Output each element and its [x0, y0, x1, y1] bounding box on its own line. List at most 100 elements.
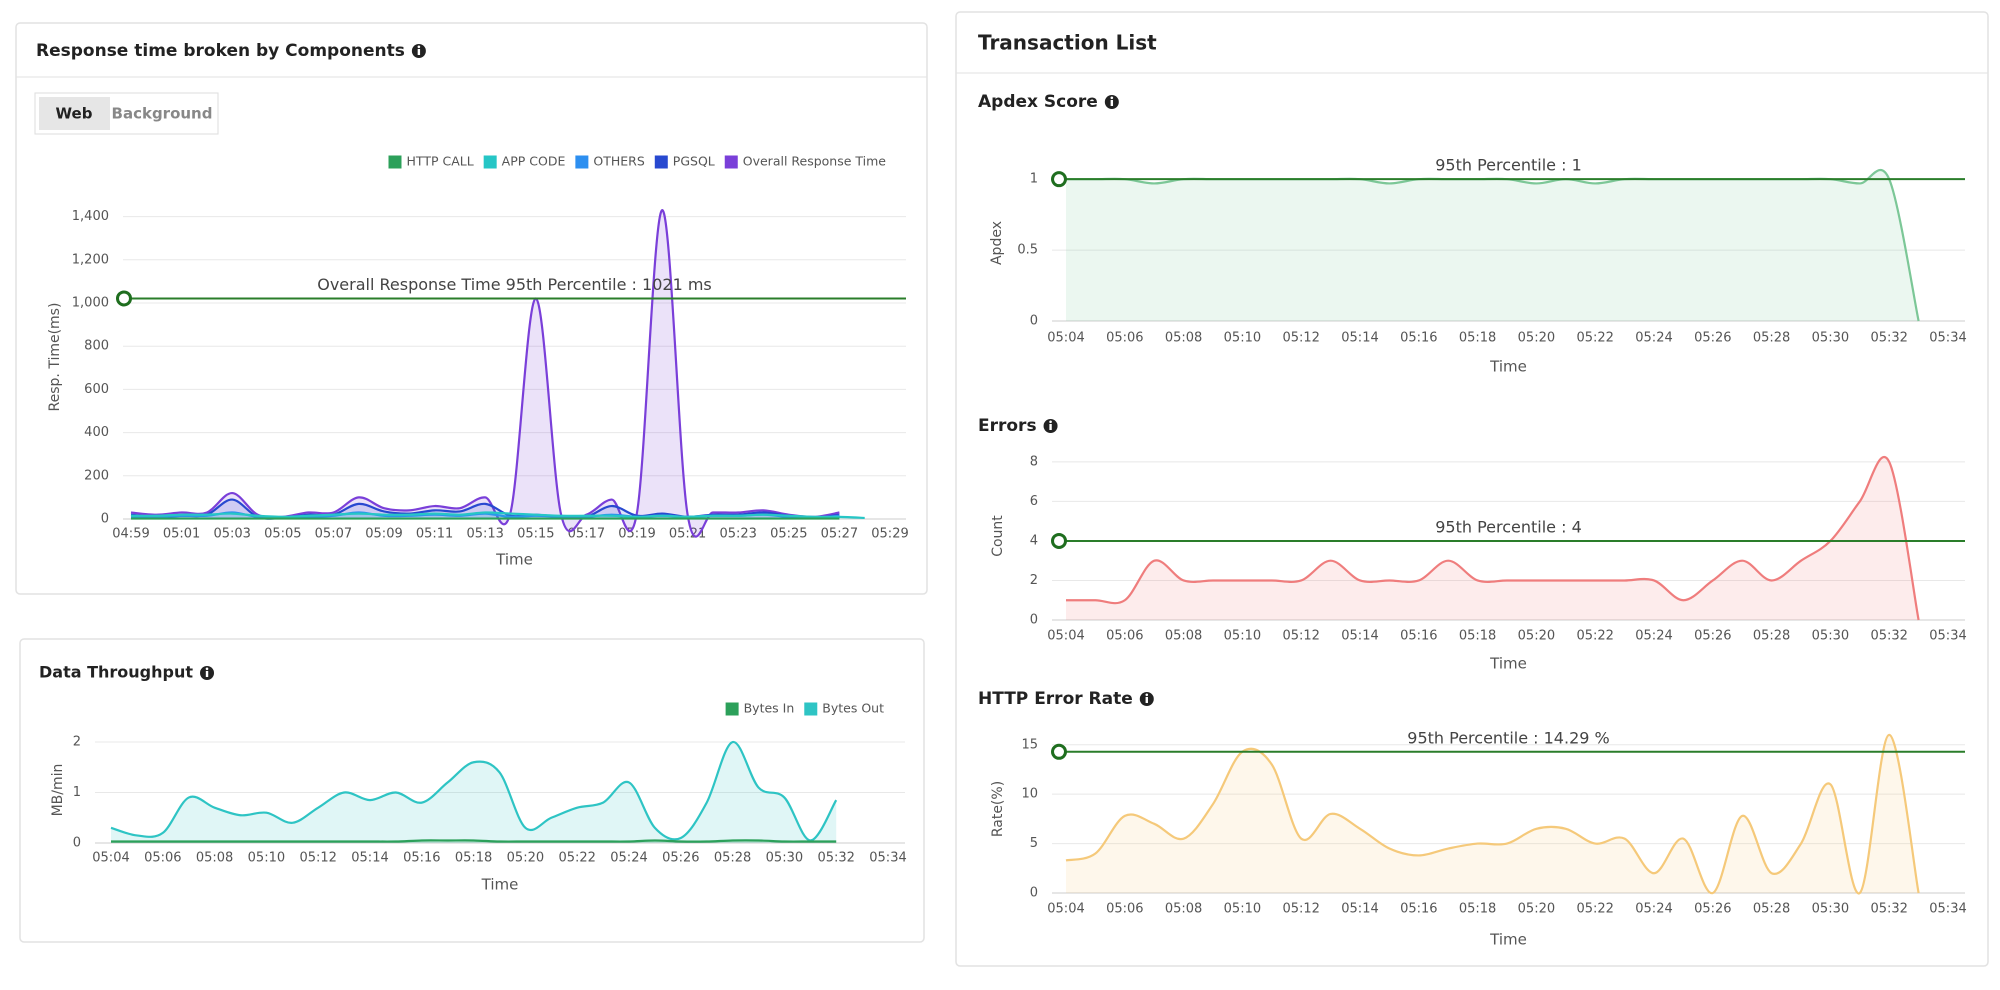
x-tick-label: 05:14 [351, 851, 388, 866]
x-tick-label: 05:20 [1518, 331, 1555, 346]
chart-title: Data Throughput [39, 663, 193, 682]
x-tick-label: 05:26 [1694, 629, 1731, 644]
area-fill [1066, 734, 1919, 894]
y-tick-label: 6 [1030, 494, 1038, 509]
y-tick-label: 1 [1030, 172, 1038, 187]
x-tick-label: 05:09 [365, 527, 402, 542]
legend-swatch [575, 155, 589, 169]
info-icon-dot [1145, 693, 1149, 697]
y-tick-label: 1 [73, 785, 81, 800]
y-tick-label: 5 [1030, 836, 1038, 851]
y-tick-label: 1,000 [72, 296, 109, 311]
tab[interactable]: Background [112, 105, 213, 123]
y-tick-label: 8 [1030, 454, 1038, 469]
tab[interactable]: Web [56, 105, 93, 123]
x-tick-label: 05:10 [1224, 902, 1261, 917]
x-tick-label: 05:30 [1812, 331, 1849, 346]
percentile-marker [1051, 532, 1067, 549]
x-tick-label: 05:32 [817, 851, 854, 866]
x-tick-label: 05:12 [299, 851, 336, 866]
y-axis-label: Apdex [989, 221, 1005, 265]
area-fill [131, 210, 840, 537]
x-tick-label: 05:14 [1341, 629, 1378, 644]
x-tick-label: 05:25 [770, 527, 807, 542]
x-tick-label: 05:32 [1870, 902, 1907, 917]
series-line [1065, 456, 1920, 621]
x-tick-label: 05:10 [1224, 629, 1261, 644]
legend-swatch [654, 155, 668, 169]
series-line [110, 740, 838, 842]
legend-label: Bytes In [744, 701, 795, 716]
x-tick-label: 05:08 [1165, 331, 1202, 346]
area-fill [1066, 457, 1919, 620]
x-tick-label: 05:24 [610, 851, 647, 866]
percentile-label: 95th Percentile : 1 [1435, 156, 1582, 175]
percentile-marker [1051, 743, 1067, 760]
y-axis-label: Rate(%) [990, 781, 1006, 837]
chart-title: Response time broken by Components [36, 41, 405, 61]
y-tick-label: 2 [1030, 573, 1038, 588]
x-tick-label: 05:26 [1694, 902, 1731, 917]
x-tick-label: 05:06 [144, 851, 181, 866]
x-axis-label: Time [495, 551, 533, 569]
panel-title: Transaction List [978, 31, 1157, 55]
y-tick-label: 1,400 [72, 209, 109, 224]
percentile-marker [1051, 171, 1067, 188]
x-tick-label: 05:07 [315, 527, 352, 542]
panel [19, 638, 925, 943]
info-icon-dot [205, 667, 209, 671]
x-tick-label: 05:27 [821, 527, 858, 542]
y-axis-label: MB/min [50, 764, 66, 817]
legend-label: Overall Response Time [743, 154, 887, 169]
x-tick-label: 05:17 [568, 527, 605, 542]
chart-title: Errors [978, 416, 1037, 436]
x-tick-label: 05:20 [507, 851, 544, 866]
x-tick-label: 05:22 [1576, 629, 1613, 644]
legend-swatch [725, 702, 739, 716]
x-tick-label: 05:14 [1341, 331, 1378, 346]
y-tick-label: 0 [101, 512, 109, 527]
x-tick-label: 05:15 [517, 527, 554, 542]
y-tick-label: 0 [73, 836, 81, 851]
y-tick-label: 200 [84, 468, 109, 483]
x-tick-label: 05:10 [248, 851, 285, 866]
x-tick-label: 05:23 [719, 527, 756, 542]
x-tick-label: 05:16 [1400, 629, 1437, 644]
percentile-label: 95th Percentile : 14.29 % [1407, 728, 1609, 747]
y-tick-label: 1,200 [72, 252, 109, 267]
info-icon-mark [1145, 697, 1148, 703]
y-tick-label: 15 [1021, 737, 1038, 752]
percentile-marker [116, 290, 132, 307]
x-tick-label: 05:14 [1341, 902, 1378, 917]
series-line [1065, 733, 1920, 895]
info-icon-dot [417, 45, 421, 49]
x-tick-label: 05:08 [1165, 902, 1202, 917]
percentile-label: Overall Response Time 95th Percentile : … [317, 275, 712, 294]
x-tick-label: 05:18 [1459, 629, 1496, 644]
x-tick-label: 05:30 [766, 851, 803, 866]
x-tick-label: 05:28 [1753, 902, 1790, 917]
x-tick-label: 05:18 [1459, 902, 1496, 917]
x-tick-label: 05:24 [1635, 902, 1672, 917]
x-tick-label: 05:32 [1870, 331, 1907, 346]
x-tick-label: 05:26 [662, 851, 699, 866]
x-tick-label: 05:16 [403, 851, 440, 866]
legend-label: PGSQL [673, 154, 715, 169]
info-icon-dot [1049, 420, 1052, 424]
x-tick-label: 05:01 [163, 527, 200, 542]
percentile-label: 95th Percentile : 4 [1435, 517, 1582, 536]
x-axis-label: Time [481, 876, 519, 894]
info-icon-dot [1110, 96, 1114, 100]
x-tick-label: 05:34 [1929, 331, 1966, 346]
x-tick-label: 05:11 [416, 527, 453, 542]
y-tick-label: 4 [1030, 533, 1038, 548]
x-axis-label: Time [1489, 931, 1527, 949]
x-tick-label: 05:21 [669, 527, 706, 542]
x-tick-label: 05:10 [1224, 331, 1261, 346]
y-tick-label: 2 [73, 735, 81, 750]
chart-title: HTTP Error Rate [978, 689, 1133, 709]
tab-active[interactable] [39, 97, 110, 130]
legend-swatch [388, 155, 402, 169]
info-icon-mark [1049, 424, 1052, 430]
